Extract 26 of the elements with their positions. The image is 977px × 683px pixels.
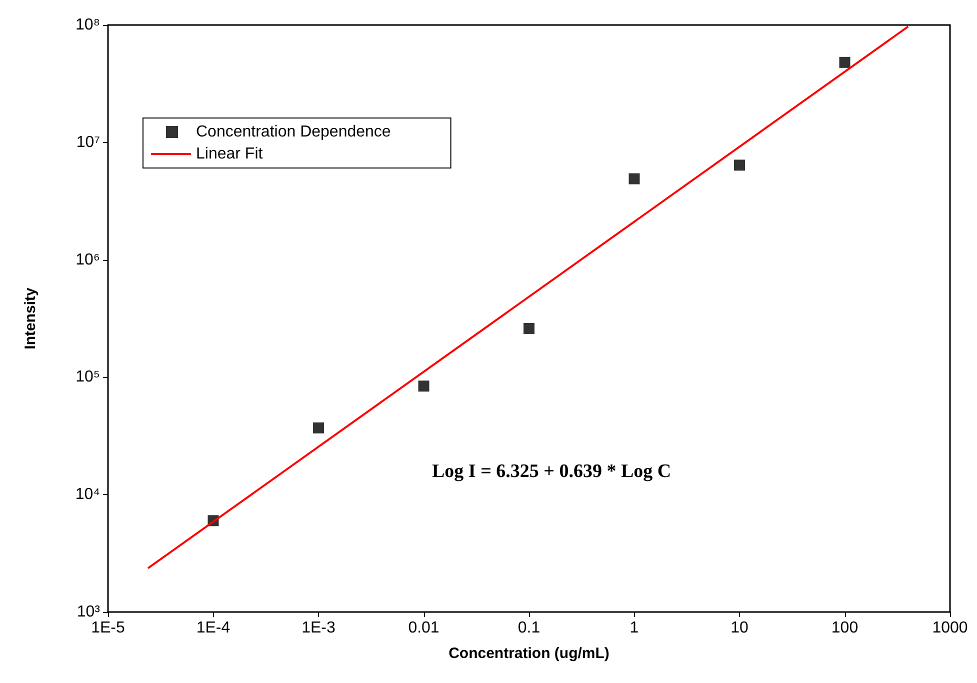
y-tick-label: 10⁶ — [76, 251, 100, 268]
x-tick-label: 10 — [730, 620, 748, 636]
y-tick-label: 10⁵ — [76, 368, 100, 386]
point — [839, 56, 850, 68]
x-tick-label: 0.1 — [518, 620, 540, 636]
x-tick-label: 1E-3 — [302, 620, 336, 636]
y-tick-label: 10⁴ — [75, 486, 100, 504]
x-tick-label: 1E-4 — [196, 620, 230, 636]
legend-label: Concentration Dependence — [196, 124, 391, 140]
point — [313, 422, 324, 434]
point — [734, 160, 745, 171]
x-tick-label: 1 — [630, 620, 639, 636]
point — [524, 322, 534, 334]
x-tick-label: 0.01 — [408, 620, 440, 636]
annotation: Log I = 6.325 + 0.639 * Log C — [432, 461, 672, 482]
legend-label: Linear Fit — [196, 146, 264, 162]
x-tick-label: 1E-5 — [91, 620, 125, 636]
x-tick-label: 1000 — [932, 620, 968, 636]
y-axis-title: Intensity — [22, 287, 39, 350]
y-tick-label: 10⁷ — [76, 134, 100, 151]
point — [418, 380, 430, 392]
y-tick-label: 10⁸ — [75, 16, 100, 34]
x-axis-title: Concentration (ug/mL) — [448, 645, 610, 662]
point — [628, 173, 640, 184]
x-tick-label: 100 — [831, 620, 858, 636]
y-tick-label: 10³ — [76, 604, 101, 620]
